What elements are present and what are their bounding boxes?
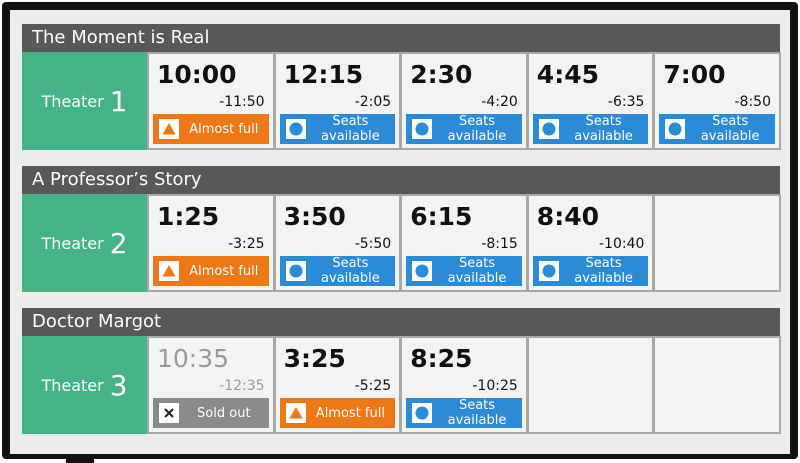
movie-title: The Moment is Real xyxy=(22,24,780,52)
status-icon xyxy=(285,403,306,423)
status-icon xyxy=(538,119,559,139)
end-time: -10:40 xyxy=(598,236,645,252)
status-icon xyxy=(538,261,559,281)
start-time: 3:50 xyxy=(283,202,346,231)
start-time: 1:25 xyxy=(157,202,220,231)
end-time: -3:25 xyxy=(228,236,265,252)
showtime-slot: 1:25 -3:25 Almost full xyxy=(147,194,275,292)
end-time: -4:20 xyxy=(481,94,518,110)
status-badge: Almost full xyxy=(153,114,269,144)
status-badge: Seats available xyxy=(279,114,396,144)
start-time: 4:45 xyxy=(536,60,599,89)
theater-lbl: Theater xyxy=(41,233,104,253)
start-time: 10:00 xyxy=(157,60,237,89)
end-time: -8:15 xyxy=(481,236,518,252)
start-time: 8:40 xyxy=(536,202,599,231)
theater-lbl: Theater xyxy=(41,91,104,111)
start-time: 3:25 xyxy=(283,344,346,373)
end-time: -10:25 xyxy=(472,378,518,394)
end-time: -2:05 xyxy=(354,94,392,110)
start-time: 2:30 xyxy=(410,60,473,89)
status-badge: Seats available xyxy=(406,114,522,144)
status-text: Almost full xyxy=(189,263,259,279)
status-badge: Seats available xyxy=(532,256,649,286)
showtime-slot: 8:25 -10:25 Seats available xyxy=(400,336,528,434)
status-badge: Almost full xyxy=(279,398,396,428)
status-icon xyxy=(412,261,433,281)
showtime-slot: 6:15 -8:15 Seats available xyxy=(400,194,528,292)
theater-num: 2 xyxy=(109,226,128,260)
theater-num: 1 xyxy=(109,84,128,118)
status-badge: Almost full xyxy=(153,256,269,286)
status-icon xyxy=(412,119,433,139)
status-badge: Sold out xyxy=(153,398,269,428)
status-icon xyxy=(285,119,306,139)
status-badge: Seats available xyxy=(532,114,649,144)
display-stand xyxy=(66,457,94,463)
start-time: 8:25 xyxy=(410,344,473,373)
status-badge: Seats available xyxy=(659,114,775,144)
status-icon xyxy=(159,403,179,423)
status-icon xyxy=(159,261,179,281)
showtime-slot: 3:50 -5:50 Seats available xyxy=(273,194,402,292)
end-time: -8:50 xyxy=(734,94,771,110)
status-text: Seats available xyxy=(321,256,380,286)
theater-num: 3 xyxy=(109,368,128,402)
showtime-slot: 10:00 -11:50 Almost full xyxy=(147,52,275,150)
start-time: 10:35 xyxy=(157,344,230,373)
status-text: Seats available xyxy=(447,398,507,428)
showtime-slot xyxy=(653,194,781,292)
status-text: Sold out xyxy=(197,405,251,421)
showtime-slot: 8:40 -10:40 Seats available xyxy=(526,194,655,292)
status-text: Seats available xyxy=(574,256,633,286)
status-icon xyxy=(159,119,179,139)
theater-lbl: Theater xyxy=(41,375,104,395)
status-text: Seats available xyxy=(321,114,380,144)
theater-cell: Theater 3 xyxy=(22,336,147,434)
showtime-slot: 10:35 -12:35 Sold out xyxy=(147,336,275,434)
end-time: -6:35 xyxy=(607,94,645,110)
status-text: Almost full xyxy=(189,121,259,137)
start-time: 12:15 xyxy=(283,60,364,89)
start-time: 6:15 xyxy=(410,202,473,231)
showtime-slot: 3:25 -5:25 Almost full xyxy=(273,336,402,434)
status-text: Seats available xyxy=(447,256,507,286)
movie-title: Doctor Margot xyxy=(22,308,780,336)
status-badge: Seats available xyxy=(279,256,396,286)
status-icon xyxy=(285,261,306,281)
start-time: 7:00 xyxy=(663,60,726,89)
status-icon xyxy=(412,403,433,423)
status-icon xyxy=(665,119,686,139)
movie-title: A Professor’s Story xyxy=(22,166,780,194)
status-badge: Seats available xyxy=(406,256,522,286)
end-time: -11:50 xyxy=(219,94,265,110)
theater-cell: Theater 2 xyxy=(22,194,147,292)
status-badge: Seats available xyxy=(406,398,522,428)
status-text: Almost full xyxy=(315,405,385,421)
showtime-slot xyxy=(653,336,781,434)
theater-cell: Theater 1 xyxy=(22,52,147,150)
end-time: -5:25 xyxy=(354,378,392,394)
end-time: -5:50 xyxy=(354,236,392,252)
showtime-slot: 7:00 -8:50 Seats available xyxy=(653,52,781,150)
status-text: Seats available xyxy=(574,114,633,144)
showtime-slot: 4:45 -6:35 Seats available xyxy=(526,52,655,150)
showtime-slot: 2:30 -4:20 Seats available xyxy=(400,52,528,150)
showtime-slot: 12:15 -2:05 Seats available xyxy=(273,52,402,150)
showtime-slot xyxy=(526,336,655,434)
end-time: -12:35 xyxy=(219,378,265,394)
schedule-screen: The Moment is Real Theater 1 10:00 -11:50 Alm… xyxy=(10,10,790,454)
status-text: Seats available xyxy=(447,114,507,144)
status-text: Seats available xyxy=(700,114,760,144)
